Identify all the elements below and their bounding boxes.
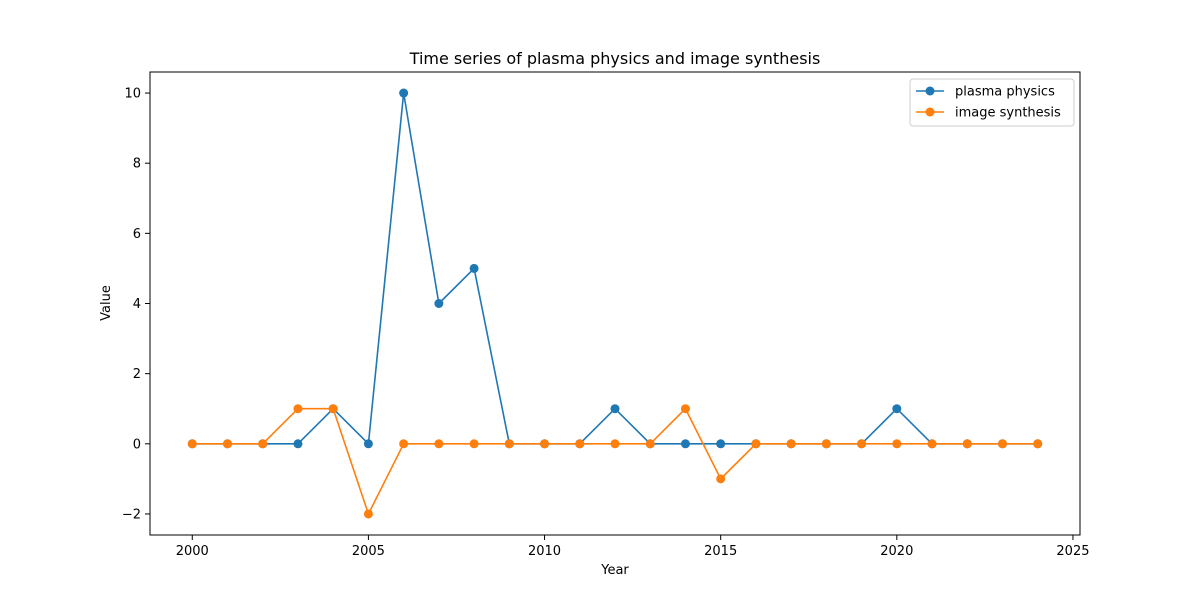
y-tick-label: 2 — [133, 367, 141, 382]
legend-box — [909, 78, 1075, 127]
data-point-image-synthesis — [399, 439, 409, 449]
data-point-image-synthesis — [504, 439, 514, 449]
data-point-image-synthesis — [645, 439, 655, 449]
data-point-image-synthesis — [857, 439, 867, 449]
x-tick-label: 2015 — [704, 544, 737, 559]
x-tick-label: 2000 — [176, 544, 209, 559]
data-point-image-synthesis — [434, 439, 444, 449]
legend-marker-plasma-physics — [925, 86, 935, 96]
legend-items: plasma physics image synthesis — [916, 85, 1061, 121]
data-point-image-synthesis — [258, 439, 268, 449]
x-tick-label: 2005 — [352, 544, 385, 559]
legend: plasma physics image synthesis — [909, 78, 1075, 127]
x-axis-label: Year — [600, 563, 629, 578]
x-tick-label: 2010 — [528, 544, 561, 559]
x-axis-ticks: 2000 2005 2010 2015 2020 2025 — [176, 535, 1090, 559]
data-point-image-synthesis — [328, 404, 338, 414]
data-point-image-synthesis — [998, 439, 1007, 449]
y-tick-label: 8 — [133, 157, 141, 172]
data-point-plasma-physics — [680, 439, 690, 449]
legend-item-plasma-physics: plasma physics — [916, 85, 1055, 100]
data-point-image-synthesis — [716, 474, 726, 484]
data-point-image-synthesis — [786, 439, 796, 449]
x-tick-label: 2020 — [880, 544, 913, 559]
y-tick-label: 0 — [133, 437, 141, 452]
data-point-image-synthesis — [223, 439, 232, 449]
series-line-image-synthesis — [192, 407, 1038, 515]
data-point-image-synthesis — [293, 404, 303, 414]
y-tick-label: 6 — [133, 227, 141, 242]
legend-label-image-synthesis: image synthesis — [955, 106, 1061, 121]
data-point-plasma-physics — [610, 404, 620, 414]
data-point-image-synthesis — [187, 439, 197, 449]
data-point-image-synthesis — [610, 439, 620, 449]
data-point-plasma-physics — [434, 299, 444, 308]
data-point-plasma-physics — [469, 263, 479, 273]
data-point-image-synthesis — [469, 439, 479, 449]
series-plasma-physics — [187, 88, 1043, 449]
y-axis-ticks: −2 0 2 4 6 8 10 — [122, 87, 150, 522]
legend-item-image-synthesis: image synthesis — [916, 106, 1061, 121]
data-point-image-synthesis — [751, 439, 761, 449]
data-point-plasma-physics — [892, 404, 902, 414]
y-tick-label: −2 — [122, 507, 141, 522]
data-point-image-synthesis — [1033, 439, 1043, 449]
legend-marker-image-synthesis — [925, 107, 935, 117]
y-tick-label: 4 — [133, 297, 141, 312]
data-point-image-synthesis — [540, 439, 550, 449]
x-tick-label: 2025 — [1056, 544, 1089, 559]
data-point-plasma-physics — [716, 439, 726, 449]
y-axis-label: Value — [99, 285, 114, 321]
chart-title: Time series of plasma physics and image … — [409, 49, 821, 68]
data-point-image-synthesis — [892, 439, 902, 449]
data-point-image-synthesis — [680, 404, 690, 414]
data-point-plasma-physics — [399, 88, 409, 98]
data-point-plasma-physics — [363, 439, 373, 449]
legend-label-plasma-physics: plasma physics — [955, 85, 1055, 100]
series-line-plasma-physics — [192, 92, 1038, 445]
data-point-image-synthesis — [575, 439, 585, 449]
data-point-plasma-physics — [293, 439, 303, 449]
series-layer — [187, 88, 1043, 519]
series-image-synthesis — [187, 404, 1043, 519]
y-tick-label: 10 — [124, 87, 141, 102]
data-point-image-synthesis — [927, 439, 937, 449]
data-point-image-synthesis — [962, 439, 972, 449]
plot-area-frame — [149, 71, 1081, 536]
data-point-image-synthesis — [821, 439, 831, 449]
data-point-image-synthesis — [363, 509, 373, 519]
